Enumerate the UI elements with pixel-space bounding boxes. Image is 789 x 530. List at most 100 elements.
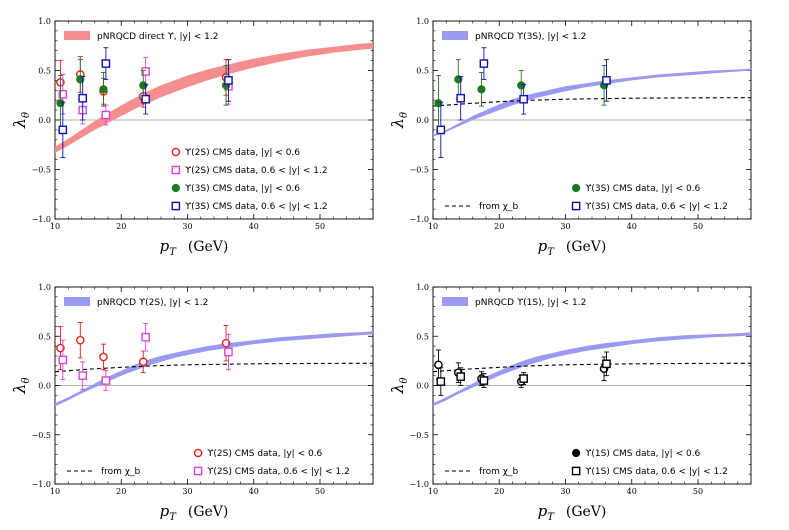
data-point	[101, 59, 111, 68]
panel-top-right: 10 20 30 40 50 −1.0 −0.5 0.0 0.5 1.0 pNRQCD ϒ(3S),…	[388, 17, 752, 258]
x-tick-label: 50	[315, 222, 325, 231]
legend-marker	[171, 147, 181, 157]
series-legend-label: ϒ(2S) CMS data, |y| < 0.6	[185, 148, 300, 158]
theory-band	[433, 332, 751, 407]
x-tick-label: 50	[693, 222, 703, 231]
x-tick-label: 20	[116, 487, 126, 496]
series-legend-label: ϒ(3S) CMS data, |y| < 0.6	[185, 184, 300, 194]
series-3	[58, 47, 233, 159]
legend-marker	[572, 448, 581, 458]
theory-band	[55, 331, 373, 407]
panel-top-left: 10 20 30 40 50 −1.0 −0.5 0.0 0.5 1.0 pNRQCD direct…	[10, 17, 374, 258]
data-point	[141, 94, 150, 104]
dashed-legend-label: from χ_b	[479, 202, 519, 212]
data-point	[479, 376, 489, 385]
y-tick-label: 0.0	[416, 382, 429, 391]
y-tick-label: 1.0	[416, 17, 429, 26]
y-tick-label: 0.5	[416, 332, 429, 341]
series-1	[58, 322, 233, 391]
data-point	[224, 76, 233, 85]
x-tick-label: 50	[693, 487, 703, 496]
y-axis-label: λθ	[10, 377, 32, 394]
data-point	[224, 347, 233, 357]
data-point	[138, 357, 148, 367]
data-point	[139, 81, 148, 90]
x-axis-label: pT (GeV)	[538, 502, 607, 523]
dashed-legend-label: from χ_b	[479, 467, 519, 477]
band-legend-label: pNRQCD ϒ(3S), |y| < 1.2	[475, 32, 586, 42]
y-axis-label: λθ	[388, 112, 410, 129]
chi-b-dashed-line	[433, 97, 751, 107]
data-point	[56, 99, 65, 108]
plot-area	[55, 322, 373, 407]
legend-marker	[171, 201, 181, 211]
plot-area	[55, 42, 373, 159]
data-point	[454, 75, 463, 84]
data-point	[58, 125, 68, 135]
dashed-legend-label: from χ_b	[101, 467, 141, 477]
band-legend-swatch	[442, 297, 468, 306]
series-legend-label: ϒ(2S) CMS data, 0.6 < |y| < 1.2	[207, 467, 350, 477]
x-axis-label: pT (GeV)	[160, 502, 229, 523]
y-tick-label: −1.0	[410, 215, 429, 224]
data-point	[519, 94, 528, 104]
band-legend-label: pNRQCD ϒ(1S), |y| < 1.2	[475, 298, 586, 308]
band-legend-label: pNRQCD ϒ(2S), |y| < 1.2	[97, 298, 208, 308]
x-tick-label: 10	[50, 487, 60, 496]
plot-area	[433, 47, 751, 159]
y-tick-label: 1.0	[416, 283, 429, 292]
band-legend-swatch	[64, 31, 90, 40]
band-legend-label: pNRQCD direct ϒ, |y| < 1.2	[97, 32, 218, 42]
x-tick-label: 20	[116, 222, 126, 231]
series-legend-label: ϒ(3S) CMS data, 0.6 < |y| < 1.2	[185, 202, 328, 212]
x-tick-label: 30	[560, 222, 570, 231]
band-legend-swatch	[442, 31, 468, 40]
series-0	[434, 59, 609, 132]
y-tick-label: −0.5	[32, 166, 51, 175]
legend-marker	[171, 165, 181, 175]
data-point	[456, 372, 466, 381]
series-legend-label: ϒ(2S) CMS data, 0.6 < |y| < 1.2	[185, 166, 328, 176]
x-tick-label: 40	[627, 487, 637, 496]
x-tick-label: 10	[428, 222, 438, 231]
y-axis-label: λθ	[10, 112, 32, 129]
y-tick-label: 1.0	[38, 283, 51, 292]
data-point	[221, 338, 231, 348]
x-tick-label: 20	[494, 222, 504, 231]
data-point	[434, 360, 443, 370]
panel-bottom-left: 10 20 30 40 50 −1.0 −0.5 0.0 0.5 1.0 pNRQCD ϒ(2S),…	[10, 283, 374, 523]
data-point	[141, 332, 150, 342]
series-legend-label: ϒ(1S) CMS data, |y| < 0.6	[585, 449, 700, 459]
data-point	[78, 371, 87, 380]
y-tick-label: −1.0	[32, 215, 51, 224]
data-point	[602, 359, 611, 369]
data-point	[101, 110, 111, 120]
y-tick-label: −0.5	[32, 431, 51, 440]
data-point	[56, 343, 65, 353]
x-tick-label: 40	[627, 222, 637, 231]
y-tick-label: 0.0	[38, 116, 51, 125]
legend-marker	[171, 183, 180, 193]
data-point	[141, 67, 150, 76]
x-tick-label: 30	[182, 222, 192, 231]
y-axis-label: λθ	[388, 377, 410, 394]
data-point	[58, 355, 68, 365]
plot-area	[433, 332, 751, 407]
y-tick-label: 1.0	[38, 17, 51, 26]
x-tick-label: 40	[249, 487, 259, 496]
y-tick-label: −0.5	[410, 431, 429, 440]
chi-b-dashed-line	[55, 362, 373, 373]
legend-marker	[571, 201, 581, 211]
band-legend-swatch	[64, 297, 90, 306]
data-point	[602, 76, 611, 85]
series-1	[436, 47, 611, 159]
data-point	[436, 125, 446, 135]
x-tick-label: 10	[428, 487, 438, 496]
data-point	[519, 374, 528, 383]
x-tick-label: 50	[315, 487, 325, 496]
y-tick-label: −0.5	[410, 166, 429, 175]
data-point	[99, 85, 108, 94]
series-legend-label: ϒ(3S) CMS data, |y| < 0.6	[585, 184, 700, 194]
y-tick-label: 0.5	[38, 67, 51, 76]
